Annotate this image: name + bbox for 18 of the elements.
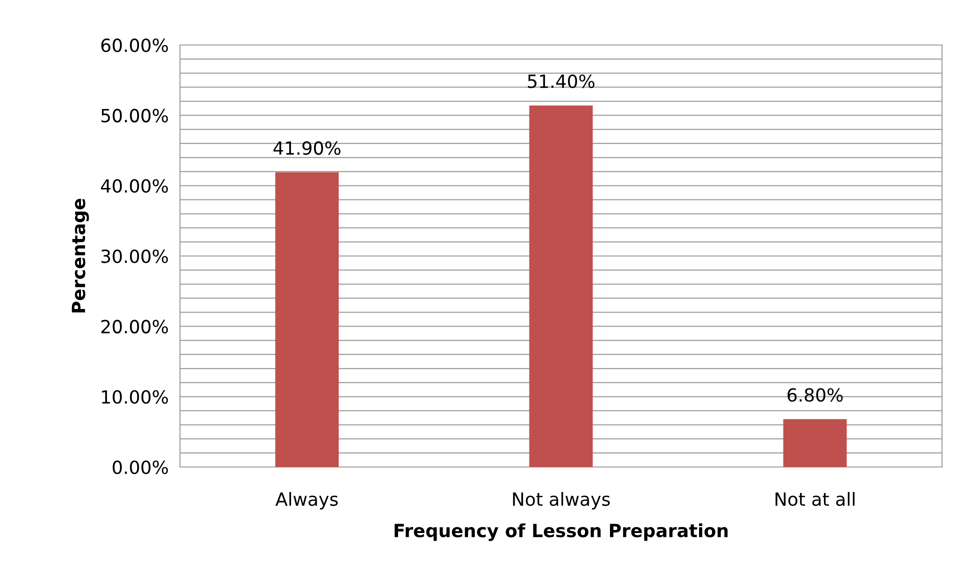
y-tick-label: 20.00% — [101, 320, 168, 334]
x-tick-label: Not at all — [776, 492, 854, 506]
x-axis-title: Frequency of Lesson Preparation — [394, 523, 728, 541]
y-tick-label: 50.00% — [101, 108, 168, 122]
y-tick-label: 30.00% — [101, 249, 168, 264]
bar — [529, 105, 593, 467]
bar — [783, 419, 847, 467]
y-tick-label: 0.00% — [112, 460, 168, 474]
y-tick-label: 60.00% — [101, 38, 168, 52]
y-axis-title: Percentage — [72, 198, 89, 312]
bar — [275, 172, 339, 467]
x-tick-label: Always — [275, 492, 338, 510]
data-label: 6.80% — [788, 388, 843, 402]
data-label: 41.90% — [273, 141, 340, 155]
x-tick-label: Not always — [513, 492, 610, 510]
data-label: 51.40% — [528, 74, 594, 88]
y-tick-label: 40.00% — [100, 179, 168, 193]
y-tick-label: 10.00% — [102, 390, 168, 404]
